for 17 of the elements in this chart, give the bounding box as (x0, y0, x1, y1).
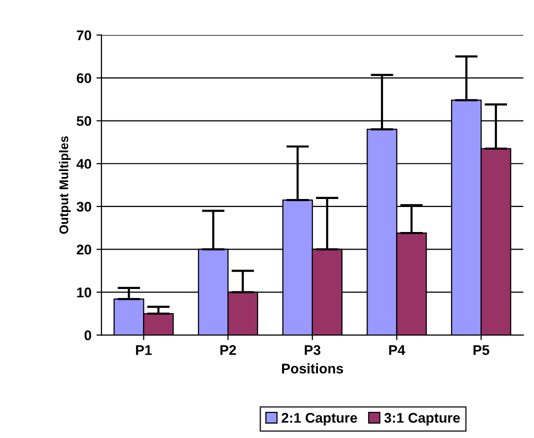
legend-label: 2:1 Capture (282, 412, 358, 426)
x-axis-title: Positions (282, 363, 344, 374)
y-tick-label: 70 (76, 30, 92, 40)
x-tick-label: P5 (474, 345, 490, 355)
y-tick-label: 60 (76, 73, 92, 84)
y-tick-label: 0 (84, 330, 92, 340)
x-tick-label: P3 (304, 345, 320, 356)
y-tick-label: 10 (77, 288, 92, 298)
y-axis-title: Output Multiples (59, 136, 71, 234)
y-tick-label: 20 (76, 244, 92, 255)
y-tick-label: 30 (76, 202, 92, 212)
x-tick-label: P1 (136, 345, 152, 355)
y-tick-label: 50 (76, 116, 92, 126)
y-tick-label: 40 (76, 158, 92, 169)
x-tick-label: P4 (389, 345, 406, 355)
x-tick-label: P2 (220, 345, 236, 355)
legend-label: 3:1 Capture (384, 412, 460, 426)
